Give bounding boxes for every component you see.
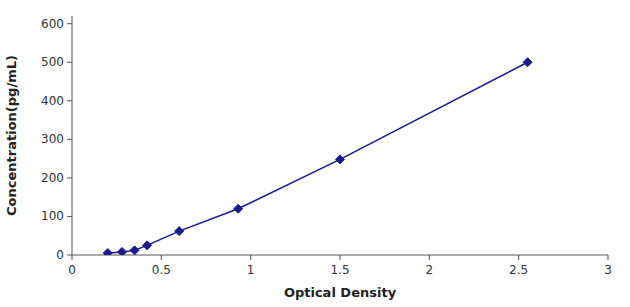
x-axis-label: Optical Density [284, 285, 397, 300]
x-tick [340, 255, 341, 260]
x-tick-label: 1.5 [330, 263, 349, 277]
data-point [523, 58, 532, 67]
data-point [103, 249, 112, 255]
data-point [234, 204, 243, 213]
y-tick [67, 62, 72, 63]
y-tick [67, 100, 72, 101]
y-tick [67, 216, 72, 217]
y-axis-label: Concentration(pg/mL) [4, 55, 19, 216]
data-point [118, 247, 127, 255]
plot-area [103, 58, 532, 255]
data-line [108, 62, 528, 253]
x-tick-label: 1 [247, 263, 255, 277]
x-tick-label: 0 [68, 263, 76, 277]
data-point [143, 241, 152, 250]
data-point [130, 246, 139, 255]
data-point [336, 155, 345, 164]
axes: 0 0.5 1 1.5 2 2.5 3 0 100 200 300 400 500 600 [41, 16, 612, 277]
x-tick-label: 2.5 [509, 263, 528, 277]
x-tick-label: 2 [426, 263, 434, 277]
x-tick-label: 3 [604, 263, 612, 277]
x-tick [429, 255, 430, 260]
y-tick-label: 500 [41, 55, 64, 69]
y-tick-label: 400 [41, 94, 64, 108]
y-axis-line [72, 16, 73, 255]
y-tick [67, 23, 72, 24]
chart-container: 0 0.5 1 1.5 2 2.5 3 0 100 200 300 400 500 600 Optical … [0, 0, 630, 307]
x-tick [161, 255, 162, 260]
y-tick [67, 255, 72, 256]
x-tick-label: 0.5 [152, 263, 171, 277]
y-tick-label: 200 [41, 171, 64, 185]
data-point [175, 227, 184, 236]
x-tick [518, 255, 519, 260]
x-tick [608, 255, 609, 260]
x-tick [250, 255, 251, 260]
y-tick [67, 177, 72, 178]
y-tick-label: 600 [41, 17, 64, 31]
x-tick [72, 255, 73, 260]
y-tick-label: 100 [41, 209, 64, 223]
y-tick [67, 139, 72, 140]
y-tick-label: 0 [56, 248, 64, 262]
y-tick-label: 300 [41, 132, 64, 146]
chart-svg: 0 0.5 1 1.5 2 2.5 3 0 100 200 300 400 500 600 Optical … [0, 0, 630, 307]
